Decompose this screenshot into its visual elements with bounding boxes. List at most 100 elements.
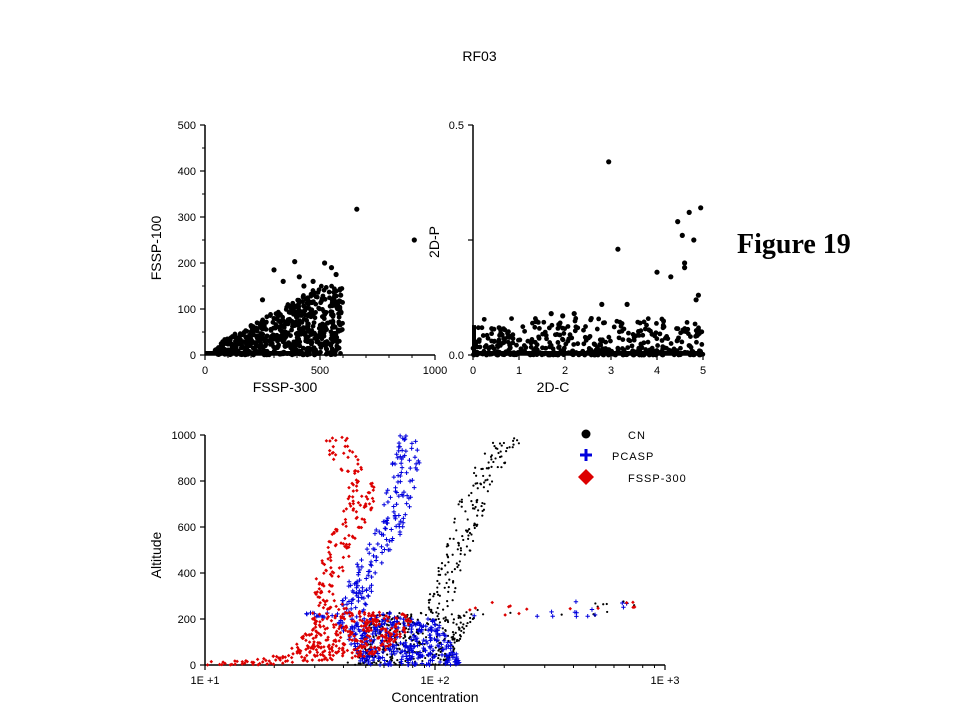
altitude-pcasp-point [349,601,354,606]
altitude-cn-point [516,439,519,442]
altitude-fssp-300-point [314,648,319,652]
altitude-cn-point [440,568,443,571]
altitude-fssp-300-point [327,452,332,457]
altitude-pcasp-point [354,614,359,620]
twod-series-rf03 [470,159,706,358]
altitude-fssp-300-outlier [631,605,635,610]
altitude-cn-point [437,617,440,621]
altitude-cn-point [481,514,484,517]
twod-cluster-point [603,339,609,345]
altitude-pcasp-point [435,637,441,643]
altitude-cn-point [439,650,442,653]
altitude-pcasp-point [420,641,425,646]
altitude-cn-point [427,601,431,604]
altitude-cn-point [512,443,515,446]
fssp-cluster-point [272,325,278,331]
altitude-x-tick-label: 1E +1 [190,675,219,687]
altitude-pcasp-point [414,651,419,656]
fssp-point [271,267,277,273]
altitude-cn-point [445,581,448,585]
twod-cluster-point [489,331,495,337]
altitude-fssp-300-point [353,654,358,658]
fssp-cluster-point [311,345,317,351]
fssp-cluster-point [259,319,265,325]
altitude-fssp-300-point [344,606,349,611]
altitude-cn-point [457,639,460,642]
altitude-fssp-300-point [316,645,320,649]
fssp-cluster-point [294,342,299,348]
altitude-fssp-300-point [329,565,333,570]
altitude-fssp-300-point [302,656,307,660]
altitude-fssp-300-point [240,659,245,664]
altitude-pcasp-point [433,622,438,628]
altitude-pcasp-point [356,572,361,577]
altitude-fssp-300-point [299,655,304,659]
altitude-pcasp-point [372,547,377,552]
twod-cluster-point [506,335,512,340]
altitude-fssp-300-point [314,577,319,581]
altitude-pcasp-point [364,576,369,581]
twod-cluster-point [583,337,589,343]
altitude-pcasp-point [391,649,396,654]
twod-point [698,205,704,211]
altitude-fssp-300-point [285,659,290,663]
altitude-fssp-300-point [325,658,330,662]
altitude-fssp-300-point [351,507,356,511]
twod-cluster-point [644,322,649,328]
twod-cluster-point [654,321,659,326]
altitude-fssp-300-point [370,649,375,654]
fssp-cluster-point [335,302,341,308]
altitude-fssp-300-point [345,546,349,550]
altitude-cn-point [468,527,471,531]
altitude-fssp-300-point [296,647,301,652]
altitude-pcasp-point [369,583,374,588]
altitude-pcasp-point [421,637,426,643]
altitude-fssp-300-point [373,649,378,654]
twod-x-label: 2D-C [537,379,570,395]
altitude-fssp-300-point [363,520,367,525]
altitude-fssp-300-point [359,494,364,499]
altitude-pcasp-point [379,560,384,566]
fssp-point [292,259,298,265]
altitude-cn-point [473,526,476,530]
altitude-fssp-300-point [383,629,388,633]
altitude-fssp-300-point [327,647,332,651]
altitude-fssp-300-point [402,613,406,617]
altitude-cn-point [465,624,468,628]
altitude-cn-point [446,571,449,574]
altitude-fssp-300-point [331,592,335,596]
altitude-cn-point [498,455,502,459]
altitude-pcasp-point [396,513,402,518]
altitude-fssp-300-point [341,641,345,646]
altitude-fssp-300-point [371,621,376,626]
altitude-fssp-300-point [318,591,323,595]
altitude-fssp-300-point [325,616,329,621]
altitude-fssp-300-point [257,661,262,666]
altitude-fssp-300-point [340,565,345,569]
altitude-pcasp-point [382,547,387,552]
twod-cluster-point [479,325,485,331]
altitude-fssp-300-point [367,634,372,639]
altitude-fssp-300-point [340,654,345,658]
altitude-fssp-300-point [318,601,323,605]
altitude-cn-point [437,654,441,657]
altitude-pcasp-point [370,631,375,637]
altitude-pcasp-point [368,559,374,565]
altitude-pcasp-point [405,645,410,651]
altitude-cn-point [424,656,427,660]
altitude-fssp-300-point [317,587,322,591]
altitude-cn-outlier [606,610,609,614]
altitude-cn-point [406,630,409,634]
fssp-cluster-point [256,338,262,344]
altitude-pcasp-point [402,649,408,654]
altitude-fssp-300-point [339,541,343,545]
fssp-cluster-point [336,314,342,320]
altitude-pcasp-point [423,638,429,644]
altitude-pcasp-point [382,519,387,524]
twod-x-tick-label: 4 [654,365,660,377]
twod-cluster-point [540,331,546,337]
altitude-pcasp-point [409,446,414,451]
altitude-fssp-300-point [362,637,367,642]
fssp-cluster-point [323,325,328,330]
twod-cluster-point [621,326,627,332]
